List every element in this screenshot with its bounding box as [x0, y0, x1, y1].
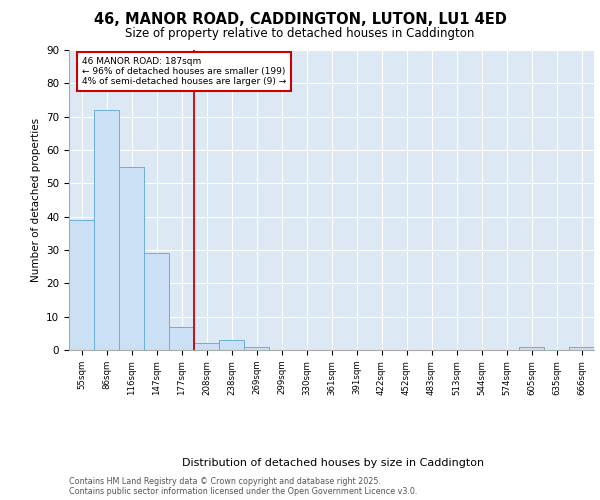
Bar: [169, 326, 194, 350]
Bar: [94, 110, 119, 350]
Text: Size of property relative to detached houses in Caddington: Size of property relative to detached ho…: [125, 28, 475, 40]
Bar: [194, 344, 218, 350]
Bar: [220, 340, 244, 350]
Bar: [119, 166, 143, 350]
Bar: [70, 220, 94, 350]
Bar: [145, 254, 169, 350]
Bar: [520, 346, 544, 350]
Bar: [244, 346, 269, 350]
Text: 46 MANOR ROAD: 187sqm
← 96% of detached houses are smaller (199)
4% of semi-deta: 46 MANOR ROAD: 187sqm ← 96% of detached …: [82, 56, 286, 86]
Text: Distribution of detached houses by size in Caddington: Distribution of detached houses by size …: [182, 458, 484, 468]
Text: Contains HM Land Registry data © Crown copyright and database right 2025.: Contains HM Land Registry data © Crown c…: [69, 478, 381, 486]
Text: Contains public sector information licensed under the Open Government Licence v3: Contains public sector information licen…: [69, 488, 418, 496]
Bar: [569, 346, 593, 350]
Y-axis label: Number of detached properties: Number of detached properties: [31, 118, 41, 282]
Text: 46, MANOR ROAD, CADDINGTON, LUTON, LU1 4ED: 46, MANOR ROAD, CADDINGTON, LUTON, LU1 4…: [94, 12, 506, 28]
